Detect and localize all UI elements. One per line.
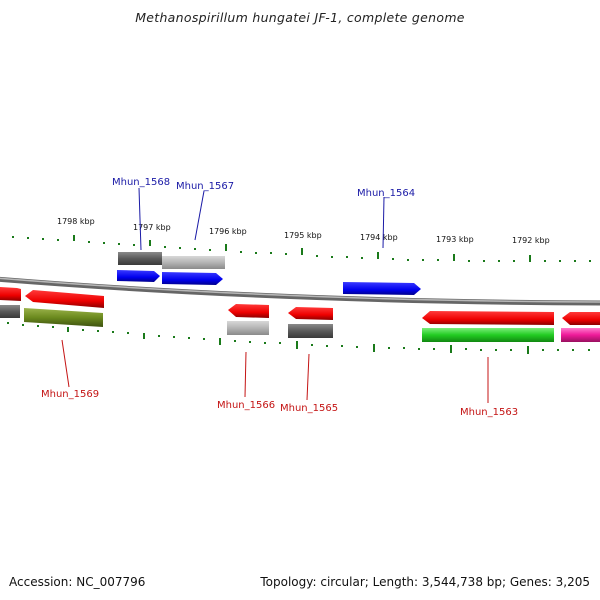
gene-label-mhun-1568[interactable]: Mhun_1568 xyxy=(112,177,170,188)
callout-line-mhun-1565 xyxy=(306,353,310,401)
upper-tick-track xyxy=(12,235,591,262)
accession-text: Accession: NC_007796 xyxy=(9,575,146,589)
reverse-callouts xyxy=(61,339,489,403)
reverse-gene-arrow-mhun-1566[interactable] xyxy=(228,304,269,318)
map-title: Methanospirillum hungatei JF-1, complete… xyxy=(135,10,465,25)
gene-label-mhun-1565[interactable]: Mhun_1565 xyxy=(280,403,338,414)
reverse-gene-arrow-left-edge[interactable] xyxy=(0,287,21,301)
forward-callouts xyxy=(138,187,385,251)
scale-label: 1794 kbp xyxy=(360,233,398,242)
reverse-gene-arrow-mhun-1569[interactable] xyxy=(25,290,104,308)
callout-line-mhun-1569 xyxy=(61,339,70,388)
feature-box-olive xyxy=(24,308,103,327)
forward-gene-arrow-mhun-1568[interactable] xyxy=(117,270,160,282)
genome-backbone-highlight xyxy=(0,277,600,303)
lower-tick-track xyxy=(7,322,590,354)
scale-labels: 1798 kbp 1797 kbp 1796 kbp 1795 kbp 1794… xyxy=(57,217,550,245)
reverse-gene-arrow-mhun-1565[interactable] xyxy=(288,307,333,320)
feature-box-light xyxy=(227,321,269,335)
callout-line-mhun-1564 xyxy=(382,196,385,249)
feature-box-pink xyxy=(561,328,600,342)
gene-label-mhun-1564[interactable]: Mhun_1564 xyxy=(357,188,415,199)
feature-box-dark xyxy=(0,305,20,318)
scale-label: 1792 kbp xyxy=(512,236,550,245)
scale-label: 1798 kbp xyxy=(57,217,95,226)
gene-label-mhun-1563[interactable]: Mhun_1563 xyxy=(460,407,518,418)
genome-summary-text: Topology: circular; Length: 3,544,738 bp… xyxy=(260,575,590,589)
callout-line-mhun-1567 xyxy=(194,190,205,241)
scale-label: 1796 kbp xyxy=(209,227,247,236)
scale-label: 1795 kbp xyxy=(284,231,322,240)
forward-gene-arrow-mhun-1564[interactable] xyxy=(343,282,421,295)
genome-backbone xyxy=(0,276,600,306)
feature-box-dark xyxy=(118,252,162,265)
gene-label-mhun-1566[interactable]: Mhun_1566 xyxy=(217,400,275,411)
reverse-gene-arrow-mhun-1563[interactable] xyxy=(422,311,554,325)
feature-box-green xyxy=(422,328,554,342)
callout-line-mhun-1566 xyxy=(244,351,247,398)
forward-gene-arrow-mhun-1567[interactable] xyxy=(162,272,223,285)
feature-box-dark xyxy=(288,324,333,338)
scale-label: 1797 kbp xyxy=(133,223,171,232)
callout-line-mhun-1568 xyxy=(138,187,142,251)
gene-label-mhun-1567[interactable]: Mhun_1567 xyxy=(176,181,234,192)
scale-label: 1793 kbp xyxy=(436,235,474,244)
reverse-gene-arrow-right-edge[interactable] xyxy=(562,312,600,325)
feature-box-light xyxy=(162,256,225,269)
gene-label-mhun-1569[interactable]: Mhun_1569 xyxy=(41,389,99,400)
